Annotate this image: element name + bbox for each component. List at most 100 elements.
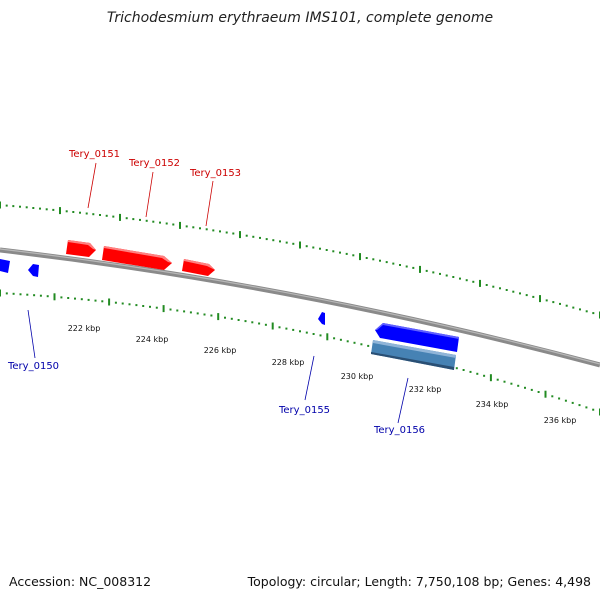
ruler-minor-tick bbox=[585, 406, 588, 409]
gene-tery-0152[interactable]: Tery_0152 bbox=[102, 158, 180, 270]
ruler-minor-tick bbox=[432, 271, 435, 274]
ruler-minor-tick bbox=[332, 250, 335, 253]
gene-label-tery-0150: Tery_0150 bbox=[7, 361, 59, 372]
genome-backbone bbox=[0, 247, 600, 368]
ruler-minor-tick bbox=[32, 207, 35, 209]
ruler-minor-tick bbox=[571, 401, 574, 404]
ruler-minor-tick bbox=[79, 211, 81, 214]
ruler-minor-tick bbox=[353, 341, 356, 344]
ruler-minor-tick bbox=[258, 322, 261, 325]
ruler-minor-tick bbox=[352, 254, 355, 257]
ruler-minor-tick bbox=[325, 249, 328, 251]
ruler-minor-tick bbox=[25, 206, 28, 209]
ruler-minor-tick bbox=[299, 330, 301, 333]
ruler-minor-tick bbox=[176, 309, 179, 312]
gene-bar bbox=[371, 340, 456, 370]
ruler-minor-tick bbox=[339, 338, 342, 341]
ruler-minor-tick bbox=[67, 297, 70, 299]
ruler-minor-tick bbox=[19, 205, 21, 208]
ruler-minor-tick bbox=[379, 259, 381, 262]
ruler-minor-tick bbox=[205, 228, 208, 231]
ruler-minor-tick bbox=[469, 370, 472, 373]
ruler-major-tick bbox=[539, 295, 541, 303]
ruler-major-tick bbox=[359, 253, 361, 261]
ruler-minor-tick bbox=[80, 298, 83, 301]
ruler-minor-tick bbox=[39, 207, 41, 210]
ruler-minor-tick bbox=[585, 310, 588, 313]
ruler-minor-tick bbox=[579, 308, 581, 311]
ruler-minor-tick bbox=[439, 272, 441, 275]
ruler-major-tick bbox=[419, 265, 421, 273]
ruler-minor-tick bbox=[305, 331, 308, 334]
ruler-minor-tick bbox=[405, 265, 408, 268]
gene-label-tery-0152: Tery_0152 bbox=[128, 158, 180, 169]
gene-tery-0156[interactable]: Tery_0156 bbox=[371, 323, 459, 436]
ruler-minor-tick bbox=[196, 312, 199, 315]
ruler-minor-tick bbox=[114, 301, 117, 304]
ruler-minor-tick bbox=[345, 252, 348, 255]
genome-summary-text: Topology: circular; Length: 7,750,108 bp… bbox=[247, 574, 591, 589]
ruler-major-tick bbox=[544, 390, 547, 398]
ruler-minor-tick bbox=[139, 218, 141, 221]
ruler-minor-tick bbox=[578, 404, 581, 407]
ruler-minor-tick bbox=[512, 290, 515, 293]
reverse-strand-ruler bbox=[0, 289, 600, 416]
ruler-minor-tick bbox=[517, 384, 520, 387]
ruler-minor-tick bbox=[552, 301, 555, 304]
ruler-minor-tick bbox=[485, 284, 488, 286]
gene-tery-0153[interactable]: Tery_0153 bbox=[182, 168, 241, 276]
gene-tery-0150[interactable]: Tery_0150 bbox=[0, 259, 59, 372]
ruler-minor-tick bbox=[264, 323, 267, 326]
ruler-minor-tick bbox=[99, 214, 101, 216]
ruler-major-tick bbox=[479, 279, 481, 287]
ruler-major-tick bbox=[119, 213, 121, 221]
gene-label-tery-0155: Tery_0155 bbox=[278, 405, 330, 416]
ruler-minor-tick bbox=[305, 245, 308, 248]
ruler-minor-tick bbox=[128, 303, 131, 306]
ruler-minor-tick bbox=[385, 261, 388, 264]
ruler-minor-tick bbox=[465, 279, 468, 282]
ruler-minor-tick bbox=[339, 251, 341, 254]
ruler-minor-tick bbox=[530, 388, 533, 391]
ruler-minor-tick bbox=[145, 219, 148, 222]
ruler-minor-tick bbox=[445, 274, 448, 277]
ruler-minor-tick bbox=[285, 327, 288, 330]
ruler-major-tick bbox=[217, 313, 220, 321]
ruler-minor-tick bbox=[135, 304, 138, 307]
ruler-minor-tick bbox=[365, 257, 368, 259]
ruler-minor-tick bbox=[333, 337, 336, 340]
ruler-minor-tick bbox=[524, 386, 526, 389]
ruler-minor-tick bbox=[551, 395, 554, 398]
ruler-minor-tick bbox=[537, 391, 540, 393]
ruler-minor-tick bbox=[392, 262, 395, 265]
ruler-minor-tick bbox=[472, 280, 475, 283]
ruler-minor-tick bbox=[65, 210, 68, 213]
ruler-minor-tick bbox=[272, 239, 275, 242]
ruler-minor-tick bbox=[185, 225, 188, 228]
gene-tery-0151[interactable]: Tery_0151 bbox=[66, 149, 120, 257]
ruler-minor-tick bbox=[367, 344, 370, 347]
gene-tery-0155[interactable]: Tery_0155 bbox=[278, 312, 330, 416]
ruler-minor-tick bbox=[172, 223, 175, 226]
gene-label-tery-0151: Tery_0151 bbox=[68, 149, 120, 160]
scale-labels: 222 kbp 224 kbp 226 kbp 228 kbp 230 kbp … bbox=[68, 324, 577, 425]
ruler-minor-tick bbox=[52, 208, 55, 211]
ruler-minor-tick bbox=[279, 240, 281, 243]
ruler-minor-tick bbox=[5, 292, 8, 295]
ruler-minor-tick bbox=[265, 238, 268, 241]
ruler-minor-tick bbox=[159, 221, 161, 224]
ruler-minor-tick bbox=[230, 317, 233, 320]
ruler-minor-tick bbox=[85, 212, 88, 215]
ruler-minor-tick bbox=[312, 246, 315, 249]
ruler-minor-tick bbox=[212, 229, 215, 232]
ruler-minor-tick bbox=[26, 293, 29, 296]
ruler-major-tick bbox=[0, 289, 1, 297]
ruler-minor-tick bbox=[152, 220, 155, 223]
ruler-minor-tick bbox=[476, 372, 479, 375]
ruler-minor-tick bbox=[399, 264, 401, 266]
ruler-minor-tick bbox=[12, 205, 15, 208]
ruler-minor-tick bbox=[558, 397, 561, 400]
ruler-minor-tick bbox=[545, 299, 548, 302]
ruler-minor-tick bbox=[292, 242, 295, 245]
